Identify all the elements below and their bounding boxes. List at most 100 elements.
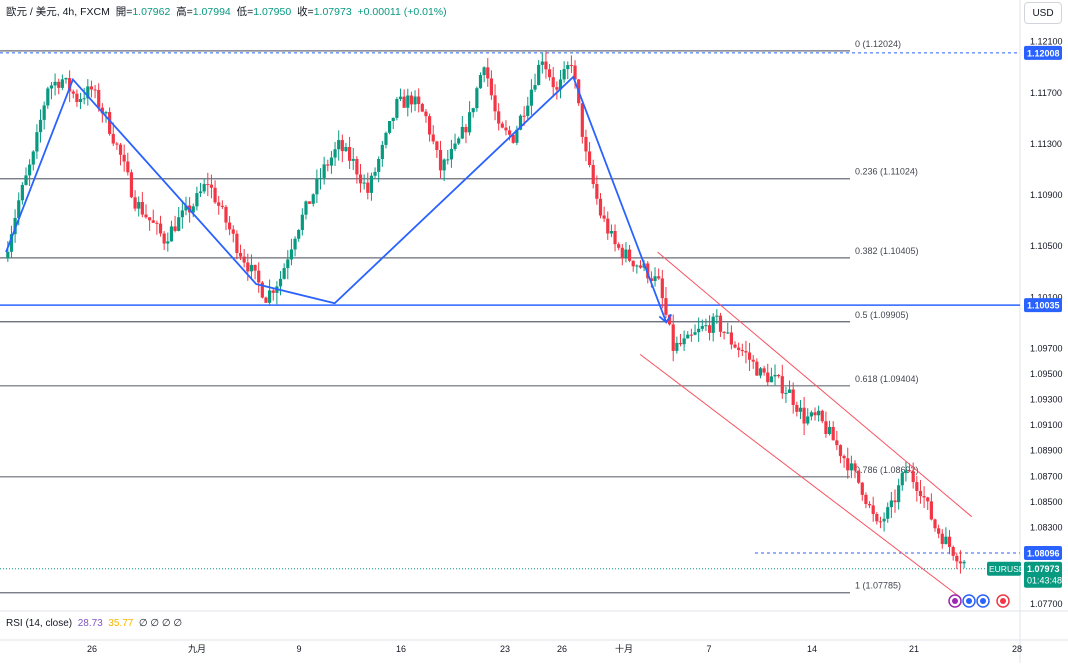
x-tick-label: 26 (87, 644, 97, 654)
candle (260, 282, 264, 298)
candle (737, 347, 741, 350)
candle (627, 249, 632, 261)
candle (304, 201, 308, 215)
candle (824, 421, 828, 434)
candle (649, 278, 653, 281)
candle (71, 91, 75, 94)
close-value: 1.07973 (313, 6, 352, 18)
candle (431, 134, 435, 142)
candle (762, 368, 766, 373)
candle (406, 95, 410, 108)
y-tick-label: 1.11700 (1030, 88, 1062, 98)
candle (646, 263, 650, 279)
candle (115, 143, 119, 145)
candle (180, 210, 184, 218)
candle (89, 86, 94, 90)
candle (806, 416, 810, 424)
candle (587, 151, 592, 165)
candle (638, 265, 643, 268)
price-tag-label: 1.08096 (1027, 548, 1060, 558)
candle (224, 206, 228, 223)
candle (9, 234, 14, 252)
candle (24, 175, 28, 185)
candle (889, 500, 893, 508)
candle (544, 61, 548, 70)
candle (329, 157, 334, 166)
candle (791, 389, 795, 405)
candle (718, 315, 723, 332)
candle (362, 182, 366, 184)
candle (609, 230, 613, 234)
last-price-tag (1024, 561, 1062, 588)
x-tick-label: 16 (396, 644, 406, 654)
candle (271, 290, 275, 293)
candle (195, 193, 199, 207)
candle (907, 470, 912, 472)
candle (82, 98, 86, 100)
candle (231, 229, 235, 234)
candle (228, 222, 232, 230)
candle (667, 314, 672, 325)
candle (747, 352, 752, 360)
y-tick-label: 1.12100 (1030, 37, 1063, 47)
candle (388, 120, 392, 133)
symbol-label: 歐元 / 美元, 4h, FXCM (6, 6, 110, 18)
candle (569, 65, 574, 67)
candle (915, 482, 919, 491)
x-tick-label: 28 (1012, 644, 1022, 654)
candle (282, 268, 286, 279)
candle (580, 103, 584, 137)
candle (773, 374, 777, 377)
candle (97, 90, 101, 108)
candle (878, 521, 883, 523)
candle (777, 374, 781, 377)
candle (169, 226, 174, 242)
y-tick-label: 1.08900 (1030, 446, 1063, 456)
candle (835, 440, 839, 446)
symbol-tag-label: EURUSD (989, 564, 1025, 574)
candle (402, 96, 406, 108)
candle (104, 112, 108, 114)
candle (133, 197, 137, 209)
candle (838, 445, 843, 456)
candle (155, 222, 159, 224)
fib-level-label: 0.786 (1.08692) (855, 465, 919, 475)
currency-button[interactable]: USD (1024, 2, 1062, 24)
candle (700, 326, 704, 329)
candle (962, 561, 966, 564)
fib-level-label: 0 (1.12024) (855, 39, 901, 49)
candle (857, 470, 861, 483)
x-tick-label: 26 (557, 644, 567, 654)
candle (922, 496, 926, 498)
y-tick-label: 1.09700 (1030, 343, 1063, 353)
y-tick-label: 1.10100 (1030, 292, 1063, 302)
candle (20, 184, 24, 201)
candle (958, 561, 963, 564)
candle (137, 202, 141, 209)
candle (507, 130, 512, 135)
candle (798, 407, 803, 412)
candle (540, 61, 544, 65)
candle (268, 290, 272, 303)
candle (217, 202, 221, 206)
candle (246, 262, 250, 272)
rsi-legend: RSI (14, close) 28.73 35.77 ∅ ∅ ∅ ∅ (6, 618, 182, 629)
channel-line-upper (657, 251, 973, 518)
candle (504, 127, 508, 131)
candle (289, 249, 294, 260)
candle (918, 490, 923, 497)
candle (355, 158, 359, 175)
candle (46, 88, 50, 106)
candle (122, 154, 126, 162)
candle (726, 332, 730, 334)
candle (242, 256, 246, 263)
countdown-label: 01:43:48 (1027, 576, 1062, 586)
candle (827, 426, 832, 434)
candle (300, 214, 304, 230)
candle (573, 65, 577, 80)
candle (620, 247, 624, 258)
candle (500, 123, 504, 128)
candle (380, 144, 384, 160)
